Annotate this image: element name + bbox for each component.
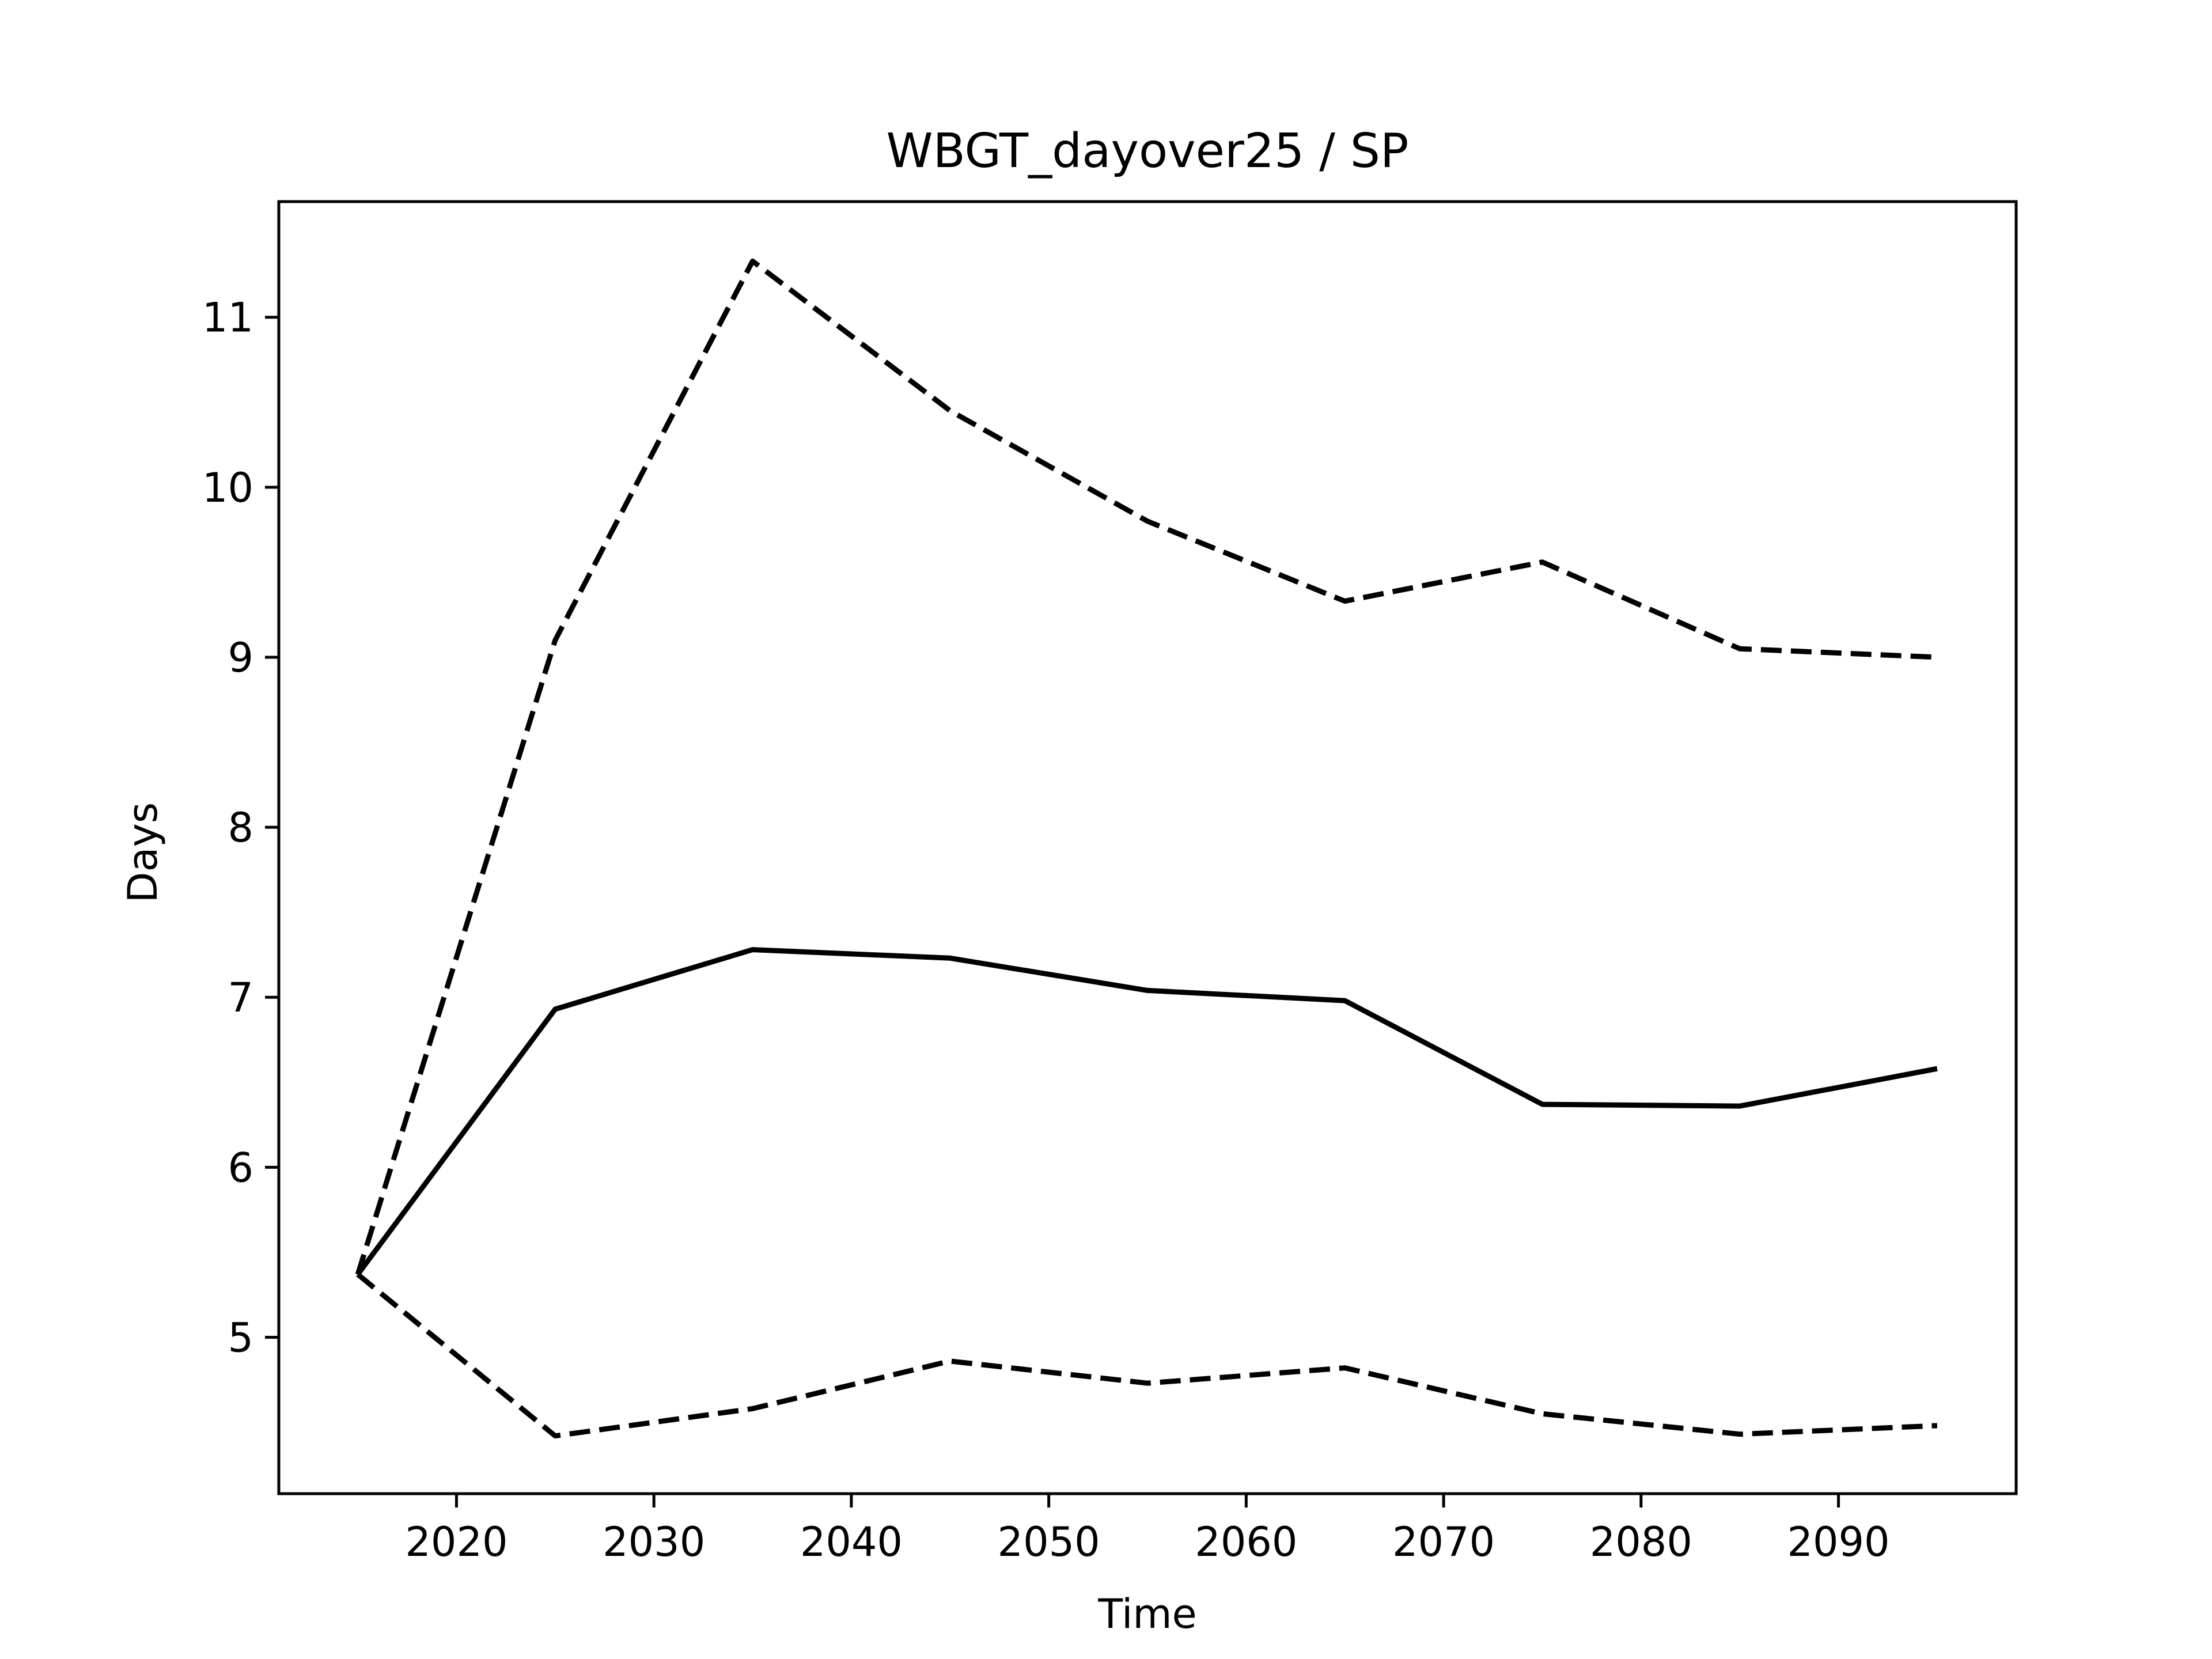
x-tick-label: 2060 (1195, 1518, 1297, 1566)
chart-title: WBGT_dayover25 / SP (887, 124, 1409, 179)
plot-frame (277, 200, 2018, 1495)
y-tick-label: 10 (202, 464, 253, 512)
x-tick-label: 2050 (998, 1518, 1100, 1566)
x-tick-label: 2090 (1787, 1518, 1889, 1566)
y-tick-label: 6 (228, 1144, 253, 1191)
y-tick-label: 11 (202, 294, 253, 342)
x-tick-label: 2040 (800, 1518, 903, 1566)
x-tick-label: 2080 (1590, 1518, 1692, 1566)
x-tick-label: 2020 (405, 1518, 507, 1566)
y-tick-label: 9 (228, 634, 253, 681)
x-axis-label: Time (1097, 1590, 1196, 1638)
y-tick-label: 5 (228, 1314, 253, 1361)
x-tick-label: 2070 (1392, 1518, 1495, 1566)
series-line-2 (355, 258, 1938, 1275)
y-tick-label: 7 (228, 974, 253, 1021)
series-line-3 (356, 1272, 1938, 1439)
y-tick-label: 8 (228, 804, 253, 851)
y-axis-label: Days (119, 802, 166, 903)
x-tick-label: 2030 (603, 1518, 705, 1566)
series-line-1 (355, 947, 1938, 1276)
